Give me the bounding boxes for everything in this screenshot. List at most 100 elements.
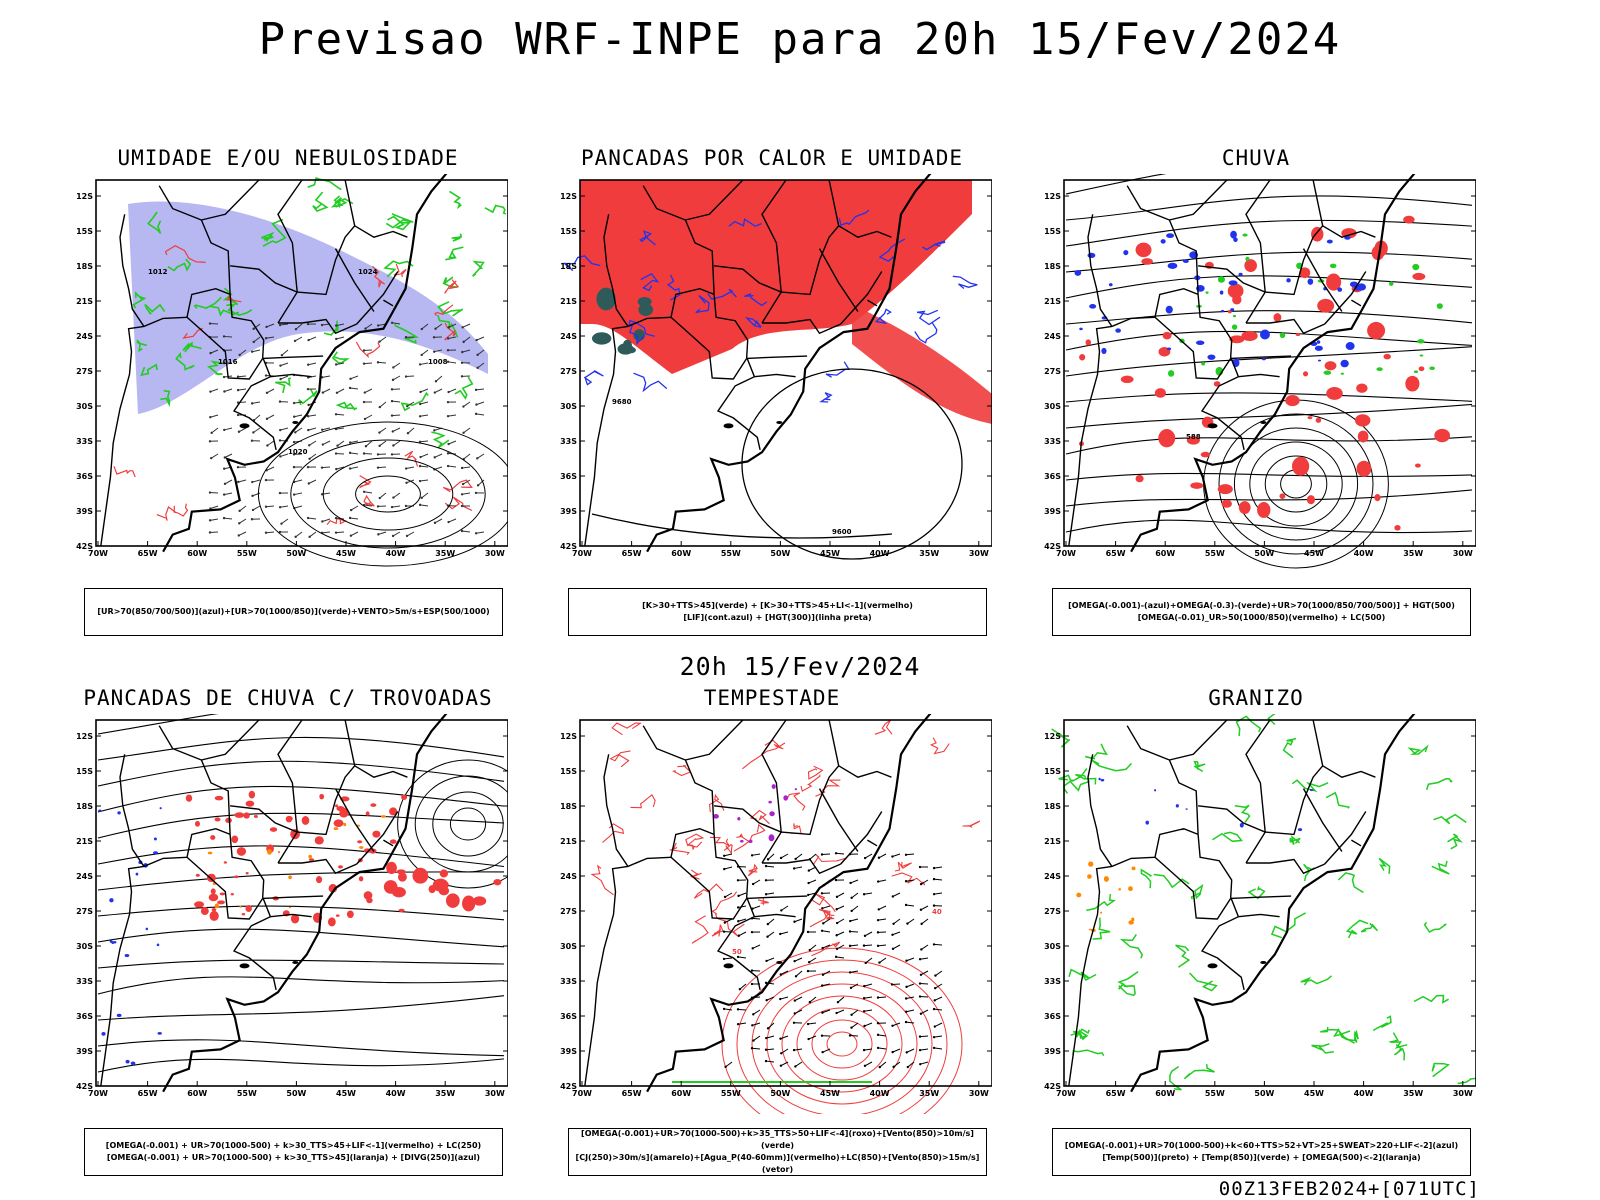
wind-vector-head	[447, 326, 450, 329]
wind-vector	[864, 1048, 873, 1051]
streamline	[97, 785, 505, 813]
omega-area-blue	[1230, 308, 1235, 312]
wind-vector-head	[821, 946, 824, 950]
lif-contour-blue	[874, 308, 892, 325]
wind-vector	[295, 531, 303, 538]
political-border	[186, 827, 264, 920]
political-border	[1126, 725, 1199, 835]
wind-vector	[364, 491, 373, 494]
lif-contour-blue	[728, 218, 762, 227]
wind-vector	[350, 466, 359, 470]
precip-area-red	[1241, 330, 1258, 341]
lat-label: 42S	[560, 1082, 577, 1091]
wind-vector-head	[404, 467, 408, 470]
wind-vector-head	[904, 997, 908, 1000]
wind-vector-head	[807, 881, 810, 885]
wind-vector	[350, 505, 359, 511]
storm-area-red	[398, 908, 405, 913]
wind-vector-head	[293, 339, 297, 343]
wind-vector-head	[236, 375, 240, 378]
plot-frame	[579, 719, 992, 1087]
wind-vector-head	[238, 509, 241, 513]
wind-vector-head	[264, 505, 268, 508]
political-border	[840, 271, 883, 325]
wind-vector	[893, 918, 901, 925]
legend-box: [K>30+TTS>45](verde) + [K>30+TTS>45+LI<-…	[568, 588, 987, 636]
wind-vector	[822, 1009, 831, 1014]
political-border	[356, 271, 399, 325]
wind-vector-head	[808, 1000, 812, 1004]
wind-vector-head	[920, 922, 923, 926]
wind-vector	[920, 1061, 929, 1065]
lon-label: 40W	[870, 1089, 890, 1098]
wind-vector-head	[306, 363, 310, 366]
wind-vector	[766, 1035, 775, 1039]
wind-vector-head	[476, 457, 479, 460]
wind-vector-head	[764, 864, 768, 868]
wind-vector	[336, 336, 345, 340]
temp850-contour-green	[1190, 883, 1204, 900]
wind-vector-head	[820, 892, 824, 895]
wind-vector-head	[891, 895, 895, 898]
wind-vector-head	[904, 1020, 908, 1024]
li-area-teal	[617, 343, 634, 355]
wind-vector	[461, 530, 471, 533]
wind-vector	[379, 440, 387, 447]
lat-label: 12S	[560, 732, 577, 741]
lake-mark	[723, 963, 734, 969]
omega-area-green	[1419, 354, 1424, 357]
precip-area-red	[1135, 474, 1144, 483]
wind-vector	[808, 1022, 817, 1025]
wind-vector	[434, 453, 443, 458]
wind-vector-head	[863, 856, 867, 860]
wind-vector-head	[779, 1064, 783, 1067]
lif-contour-blue	[744, 293, 768, 307]
wind-vector-head	[335, 391, 339, 395]
wind-vector-head	[863, 1024, 866, 1028]
precip-area-red	[1273, 313, 1282, 322]
omega-area-blue	[1074, 270, 1082, 276]
wind-vector-head	[348, 441, 352, 444]
storm-area-red	[195, 873, 200, 877]
storm-area-red	[412, 867, 429, 884]
wind-vector-head	[794, 857, 797, 861]
wind-vector-head	[237, 430, 241, 433]
wind-vector	[766, 996, 775, 1001]
water-contour-red	[764, 739, 784, 750]
wind-vector	[434, 349, 443, 353]
precip-area-red	[1302, 371, 1309, 377]
plot-frame	[1063, 179, 1476, 547]
wind-vector-head	[237, 534, 240, 537]
lat-label: 30S	[560, 402, 577, 411]
wind-vector-head	[462, 405, 465, 408]
map-background	[96, 720, 508, 1086]
wind-vector-head	[334, 427, 338, 431]
water-contour-red	[891, 872, 926, 886]
wind-vector	[322, 427, 331, 431]
wind-vector	[419, 465, 429, 468]
temp850-contour-green	[1084, 743, 1109, 760]
water-contour-red	[962, 820, 981, 828]
humidity-contour-green	[135, 339, 147, 353]
lat-label: 27S	[1044, 367, 1061, 376]
wind-vector	[365, 323, 373, 330]
storm-area-red	[358, 876, 364, 882]
lon-label: 50W	[286, 549, 306, 558]
lon-label: 55W	[721, 1089, 741, 1098]
wind-vector	[766, 892, 775, 895]
streamline-loop	[397, 759, 508, 889]
wind-vector-head	[722, 930, 726, 933]
divergence-blue	[117, 811, 121, 815]
lat-label: 15S	[560, 767, 577, 776]
wind-vector-head	[266, 444, 269, 447]
wind-vector	[407, 427, 415, 434]
wind-vector-head	[348, 386, 352, 390]
wind-vector-head	[223, 390, 226, 393]
omega-area-blue	[1307, 278, 1314, 285]
wind-vector-head	[252, 431, 255, 434]
legend-line: [OMEGA(-0.001)-(azul)+OMEGA(-0.3)-(verde…	[1068, 601, 1455, 610]
lat-label: 18S	[1044, 262, 1061, 271]
wind-vector-head	[462, 340, 465, 344]
lake-mark	[292, 960, 299, 964]
wind-vector	[322, 388, 331, 394]
